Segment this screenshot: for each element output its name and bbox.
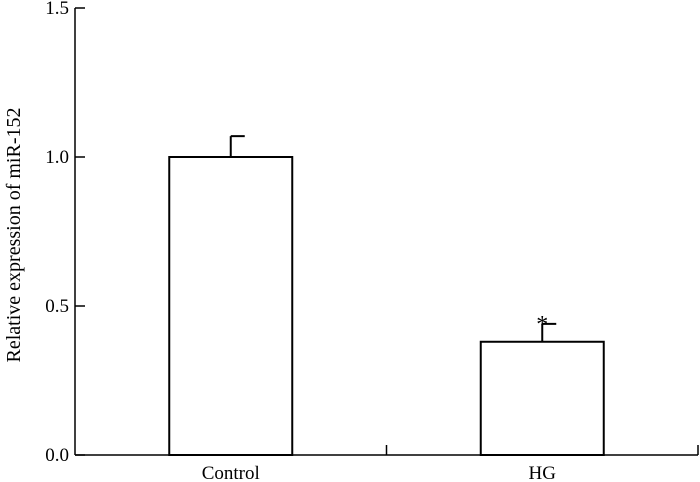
error-bars-group [229, 135, 557, 342]
x-tick-label: HG [529, 463, 557, 482]
y-tick-label: 0.0 [45, 445, 69, 466]
bar [479, 340, 605, 457]
y-axis-title: Relative expression of miR-152 [3, 108, 25, 363]
annotations-group: * [536, 312, 548, 338]
y-tick-label: 0.5 [45, 296, 69, 317]
bars-group [168, 156, 605, 457]
significance-label: * [536, 312, 548, 338]
y-tick-label: 1.0 [45, 147, 69, 168]
x-tick-label: Control [202, 463, 260, 482]
x-ticks-group: Control HG [202, 445, 699, 482]
y-ticks-group: 0.0 0.5 1.0 1.5 [45, 0, 85, 466]
labels-group: Relative expression of miR-152 [3, 108, 25, 363]
bar [168, 156, 294, 456]
y-tick-label: 1.5 [45, 0, 69, 19]
